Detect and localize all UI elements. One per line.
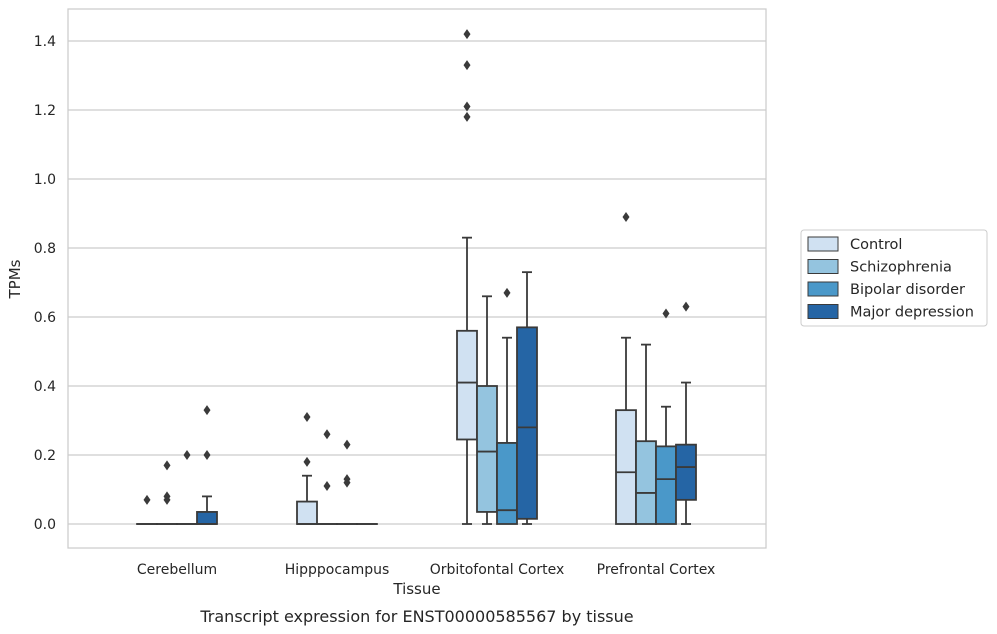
box-bipolar-disorder-1 — [336, 439, 358, 525]
box-control-3 — [615, 211, 637, 525]
box-schizophrenia-3 — [635, 343, 657, 525]
legend: Control Schizophrenia Bipolar disorder Majo… — [800, 229, 988, 327]
box-body — [675, 443, 697, 501]
box-body — [655, 445, 677, 525]
outlier-point — [163, 460, 171, 471]
y-tick-label: 0.8 — [34, 241, 56, 257]
outlier-point — [163, 491, 171, 502]
outlier-point — [343, 474, 351, 485]
plot-frame — [67, 8, 767, 549]
box-schizophrenia-0 — [156, 460, 178, 525]
x-axis-ticks: Cerebellum Hipppocampus Orbitofontal Corte… — [137, 562, 715, 578]
y-tick-label: 0.4 — [34, 379, 56, 395]
outlier-point — [183, 450, 191, 460]
box-control-0 — [136, 494, 158, 525]
box-body — [296, 500, 318, 525]
x-tick-label: Prefrontal Cortex — [597, 562, 716, 578]
outlier-point — [463, 29, 471, 40]
legend-label: Schizophrenia — [850, 260, 952, 276]
x-axis-label: Tissue — [392, 580, 440, 598]
box-bipolar-disorder-3 — [655, 308, 677, 525]
outlier-point — [503, 287, 511, 298]
y-tick-label: 1.0 — [34, 172, 56, 188]
outlier-point — [682, 301, 690, 312]
outlier-point — [303, 412, 311, 423]
y-axis-ticks: 0.0 0.2 0.4 0.6 0.8 1.0 1.2 1.4 — [34, 34, 56, 533]
box-major-depression-2 — [516, 271, 538, 525]
legend-label: Major depression — [850, 305, 974, 321]
box-body — [456, 329, 478, 441]
box-major-depression-3 — [675, 301, 697, 525]
outlier-point — [463, 101, 471, 112]
y-tick-label: 0.2 — [34, 448, 56, 464]
y-tick-label: 1.2 — [34, 103, 56, 119]
box-schizophrenia-2 — [476, 295, 498, 525]
outlier-point — [323, 429, 331, 440]
x-tick-label: Orbitofontal Cortex — [430, 562, 565, 578]
outlier-point — [662, 308, 670, 319]
outlier-point — [203, 450, 211, 460]
box-bipolar-disorder-0 — [176, 450, 198, 525]
y-tick-label: 0.6 — [34, 310, 56, 326]
x-tick-label: Hipppocampus — [285, 562, 390, 578]
box-bipolar-disorder-2 — [496, 287, 518, 525]
box-body — [615, 409, 637, 525]
box-body — [635, 440, 657, 525]
legend-frame — [800, 229, 988, 327]
box-plot-marks — [136, 29, 697, 525]
legend-swatch — [807, 281, 839, 297]
legend-swatch — [807, 259, 839, 274]
box-control-1 — [296, 412, 318, 525]
chart-title: Transcript expression for ENST0000058556… — [199, 607, 633, 626]
legend-swatch — [807, 236, 839, 252]
outlier-point — [622, 211, 630, 222]
legend-swatch — [807, 304, 839, 319]
box-major-depression-0 — [196, 405, 218, 525]
legend-label: Control — [850, 237, 902, 253]
box-body — [516, 326, 538, 520]
y-axis-label: TPMs — [6, 259, 24, 299]
outlier-point — [323, 481, 331, 492]
box-body — [476, 385, 498, 513]
outlier-point — [463, 111, 471, 122]
outlier-point — [303, 456, 311, 467]
outlier-point — [143, 494, 151, 505]
box-body — [196, 511, 218, 525]
y-tick-label: 0.0 — [34, 517, 56, 533]
legend-label: Bipolar disorder — [850, 282, 965, 298]
box-schizophrenia-1 — [316, 429, 338, 525]
x-tick-label: Cerebellum — [137, 562, 217, 578]
outlier-point — [463, 60, 471, 71]
box-control-2 — [456, 29, 478, 525]
box-body — [496, 442, 518, 525]
y-tick-label: 1.4 — [34, 34, 56, 50]
outlier-point — [203, 405, 211, 416]
outlier-point — [343, 439, 351, 450]
